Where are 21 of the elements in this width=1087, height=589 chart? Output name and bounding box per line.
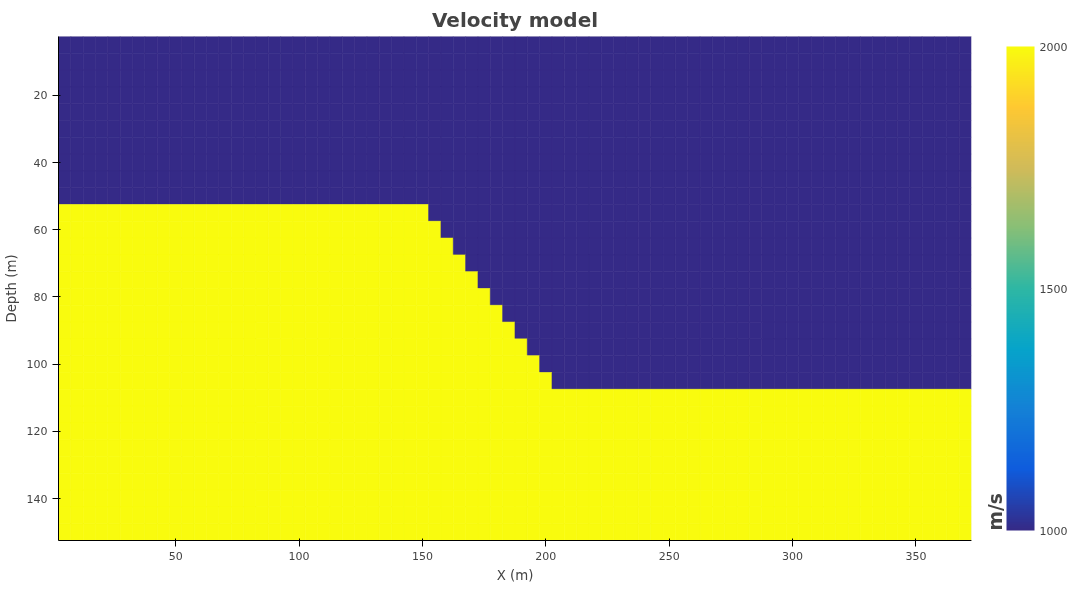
color-bar-label: 2000	[1039, 40, 1068, 54]
y-axis-title: Depth (m)	[3, 254, 19, 323]
x-tick-label: 300	[782, 549, 804, 563]
y-tick-label: 120	[26, 425, 48, 439]
y-tick-label: 140	[26, 492, 48, 506]
chart-title: Velocity model	[431, 7, 599, 32]
color-bar-label: 1000	[1039, 524, 1068, 538]
x-tick-label: 100	[288, 549, 310, 563]
y-tick-label: 40	[33, 156, 48, 170]
x-tick-label: 250	[658, 549, 680, 563]
x-tick-label: 350	[905, 549, 927, 563]
y-tick-label: 100	[26, 358, 48, 372]
color-bar-title: m/s	[984, 493, 1006, 531]
y-tick-label: 20	[33, 89, 48, 103]
x-tick-label: 200	[535, 549, 557, 563]
x-tick-label: 150	[411, 549, 433, 563]
y-tick-label: 60	[33, 223, 48, 237]
color-bar-label: 1500	[1039, 282, 1068, 296]
y-tick-label: 80	[33, 290, 48, 304]
x-axis-title: X (m)	[496, 567, 534, 583]
x-tick-label: 50	[168, 549, 183, 563]
